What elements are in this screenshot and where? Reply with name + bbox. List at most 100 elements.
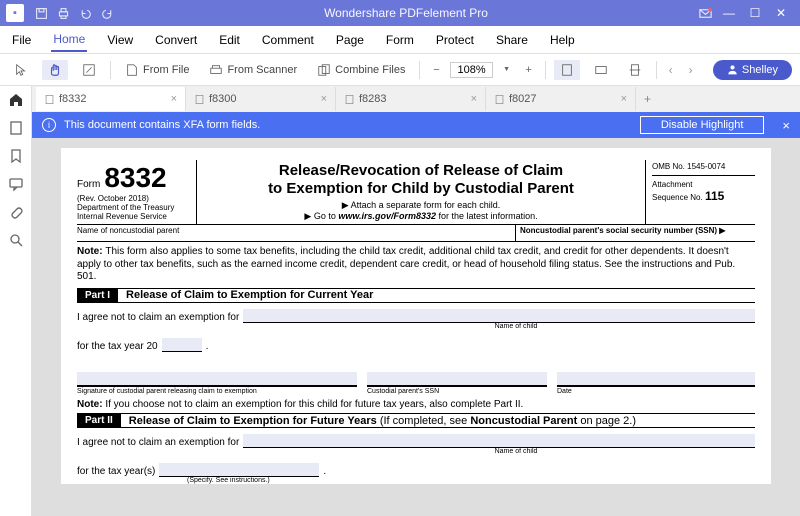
info-message: This document contains XFA form fields. (64, 119, 260, 131)
prev-icon[interactable]: ‹ (665, 63, 677, 77)
agree-text: I agree not to claim an exemption for (77, 312, 239, 323)
undo-icon[interactable] (77, 5, 93, 21)
user-button[interactable]: Shelley (713, 60, 792, 80)
tab-close-icon[interactable]: × (171, 93, 177, 105)
comments-icon[interactable] (8, 176, 24, 192)
child-name-field-2[interactable] (243, 434, 755, 448)
select-tool[interactable] (8, 60, 34, 80)
info-close-icon[interactable]: × (782, 118, 790, 133)
form-revision: (Rev. October 2018) (77, 194, 192, 203)
form-word: Form (77, 179, 100, 190)
save-icon[interactable] (33, 5, 49, 21)
tab-f8332[interactable]: f8332× (36, 87, 186, 111)
name-label: Name of noncustodial parent (77, 225, 515, 241)
add-tab-button[interactable]: + (636, 92, 659, 106)
form-sub-1: ▶ Attach a separate form for each child. (203, 200, 639, 211)
disable-highlight-button[interactable]: Disable Highlight (640, 116, 765, 134)
fit-width-button[interactable] (588, 60, 614, 80)
menu-share[interactable]: Share (494, 29, 530, 51)
close-icon[interactable]: ✕ (768, 6, 794, 20)
combine-button[interactable]: Combine Files (311, 60, 411, 80)
zoom-out-button[interactable]: − (428, 64, 444, 76)
edit-tool[interactable] (76, 60, 102, 80)
titlebar: ▪ Wondershare PDFelement Pro — ☐ ✕ (0, 0, 800, 26)
zoom-value[interactable]: 108% (450, 62, 492, 78)
home-icon[interactable] (8, 92, 24, 108)
ssn-field[interactable] (367, 372, 547, 386)
menu-home[interactable]: Home (51, 28, 87, 52)
fit-page-button[interactable] (554, 60, 580, 80)
menubar: File Home View Convert Edit Comment Page… (0, 26, 800, 54)
menu-comment[interactable]: Comment (260, 29, 316, 51)
form-title-1: Release/Revocation of Release of Claim (203, 162, 639, 180)
zoom-control: − 108% ▼ + (428, 62, 536, 78)
omb-number: OMB No. 1545-0074 (652, 162, 755, 176)
date-sublabel: Date (557, 386, 755, 395)
toolbar: From File From Scanner Combine Files − 1… (0, 54, 800, 86)
info-icon: i (42, 118, 56, 132)
next-icon[interactable]: › (685, 63, 697, 77)
signature-sublabel: Signature of custodial parent releasing … (77, 386, 357, 395)
tab-close-icon[interactable]: × (471, 93, 477, 105)
note-2: Note: If you choose not to claim an exem… (77, 395, 755, 414)
document-area[interactable]: Form 8332 (Rev. October 2018) Department … (32, 138, 800, 516)
for-years-text: for the tax year(s) (77, 466, 155, 477)
tab-f8300[interactable]: f8300× (186, 87, 336, 111)
bookmarks-icon[interactable] (8, 148, 24, 164)
part2-label: Part II (77, 414, 121, 427)
part1-title: Release of Claim to Exemption for Curren… (118, 289, 373, 301)
minimize-icon[interactable]: — (716, 6, 742, 20)
print-icon[interactable] (55, 5, 71, 21)
document-tabs: f8332× f8300× f8283× f8027× + (32, 86, 800, 112)
form-title-2: to Exemption for Child by Custodial Pare… (203, 180, 639, 198)
pdf-page: Form 8332 (Rev. October 2018) Department … (61, 148, 771, 484)
mail-icon[interactable] (697, 5, 713, 21)
tab-f8027[interactable]: f8027× (486, 87, 636, 111)
name-child-sublabel: Name of child (277, 323, 755, 330)
years-field[interactable] (159, 463, 319, 477)
ssn-label: Noncustodial parent's social security nu… (515, 225, 755, 241)
app-title: Wondershare PDFelement Pro (118, 6, 694, 20)
part1-label: Part I (77, 289, 118, 302)
form-sub-2: ▶ Go to www.irs.gov/Form8332 for the lat… (203, 211, 639, 222)
menu-form[interactable]: Form (384, 29, 416, 51)
menu-page[interactable]: Page (334, 29, 366, 51)
fit-visible-button[interactable] (622, 60, 648, 80)
from-scanner-button[interactable]: From Scanner (203, 60, 303, 80)
info-bar: i This document contains XFA form fields… (32, 112, 800, 138)
agree-text-2: I agree not to claim an exemption for (77, 437, 239, 448)
separator (419, 61, 420, 79)
attachments-icon[interactable] (8, 204, 24, 220)
name-child-sublabel-2: Name of child (277, 448, 755, 455)
redo-icon[interactable] (99, 5, 115, 21)
hand-tool[interactable] (42, 60, 68, 80)
for-year-text: for the tax year 20 (77, 341, 158, 352)
date-field[interactable] (557, 372, 755, 386)
menu-file[interactable]: File (10, 29, 33, 51)
separator (656, 61, 657, 79)
zoom-dropdown-icon[interactable]: ▼ (499, 66, 515, 73)
year-field[interactable] (162, 338, 202, 352)
maximize-icon[interactable]: ☐ (742, 6, 768, 20)
menu-edit[interactable]: Edit (217, 29, 242, 51)
signature-field[interactable] (77, 372, 357, 386)
thumbnails-icon[interactable] (8, 120, 24, 136)
zoom-in-button[interactable]: + (521, 64, 537, 76)
menu-convert[interactable]: Convert (153, 29, 199, 51)
form-dept: Department of the TreasuryInternal Reven… (77, 204, 192, 222)
left-sidebar (0, 86, 32, 516)
tab-close-icon[interactable]: × (621, 93, 627, 105)
separator (110, 61, 111, 79)
search-icon[interactable] (8, 232, 24, 248)
menu-help[interactable]: Help (548, 29, 577, 51)
ssn-sublabel: Custodial parent's SSN (367, 386, 547, 395)
part2-title: Release of Claim to Exemption for Future… (121, 415, 636, 427)
menu-view[interactable]: View (105, 29, 135, 51)
specify-sublabel: (Specify. See instructions.) (187, 477, 347, 484)
from-file-button[interactable]: From File (119, 60, 195, 80)
tab-f8283[interactable]: f8283× (336, 87, 486, 111)
form-number: 8332 (104, 162, 166, 194)
tab-close-icon[interactable]: × (321, 93, 327, 105)
menu-protect[interactable]: Protect (434, 29, 476, 51)
child-name-field[interactable] (243, 309, 755, 323)
